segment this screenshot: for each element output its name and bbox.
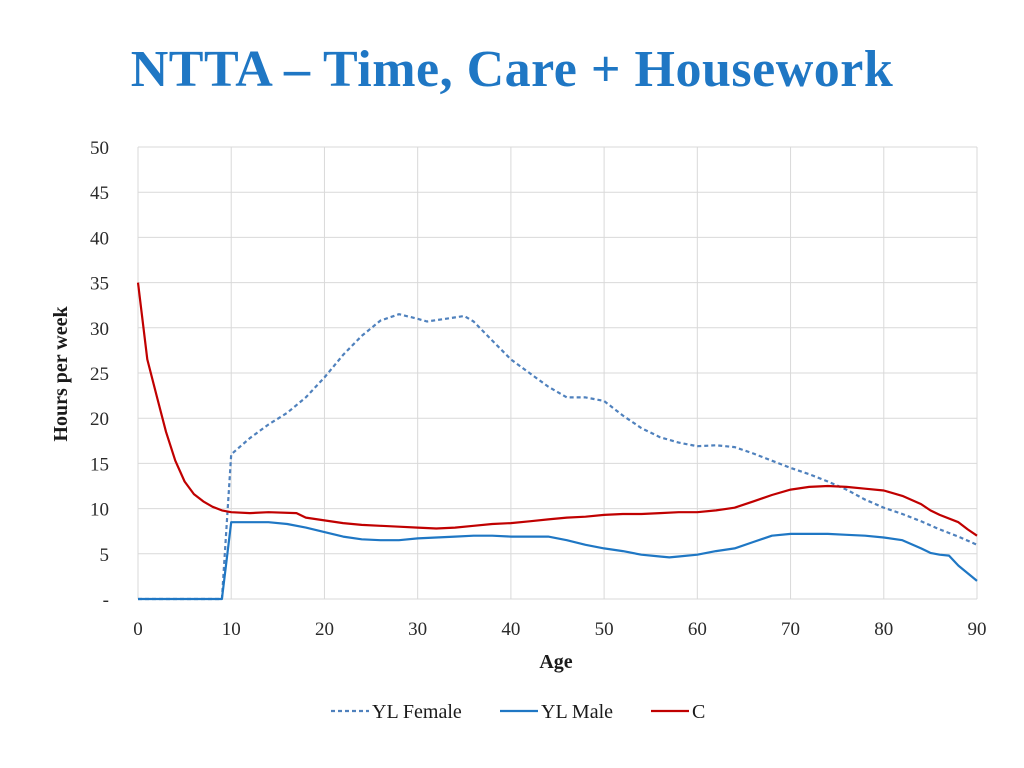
y-tick-label: 20	[90, 409, 109, 430]
y-tick-label: 15	[90, 454, 109, 475]
x-tick-label: 90	[968, 619, 987, 640]
y-tick-label: 45	[90, 183, 109, 204]
x-tick-label: 50	[595, 619, 614, 640]
legend-label-yl-male: YL Male	[541, 701, 613, 723]
slide-title: NTTA – Time, Care + Housework	[130, 41, 894, 98]
x-tick-label: 70	[781, 619, 800, 640]
legend-label-c: C	[692, 701, 705, 723]
x-tick-label: 80	[874, 619, 893, 640]
series-line-c	[136, 282, 978, 537]
y-tick-label: 50	[90, 138, 109, 159]
y-tick-label: -	[103, 590, 109, 611]
gridlines	[137, 146, 978, 600]
series-line-yl-male	[138, 521, 978, 601]
x-tick-label: 20	[315, 619, 334, 640]
legend-label-yl-female: YL Female	[372, 701, 462, 723]
x-axis-title: Age	[539, 651, 572, 673]
y-tick-label: 40	[90, 228, 109, 249]
y-tick-label: 35	[90, 274, 109, 295]
series-line-yl-female	[138, 313, 978, 601]
legend: YL Female YL Male C	[331, 701, 705, 723]
y-tick-label: 25	[90, 364, 109, 385]
x-tick-label: 10	[222, 619, 241, 640]
x-tick-label: 60	[688, 619, 707, 640]
x-tick-label: 0	[133, 619, 143, 640]
series-lines	[136, 282, 978, 601]
y-axis-title: Hours per week	[50, 306, 72, 442]
y-tick-label: 30	[90, 319, 109, 340]
y-axis-ticks: - 5 10 15 20 25 30 35 40 45 50	[90, 138, 109, 611]
y-tick-label: 5	[100, 545, 110, 566]
x-tick-label: 40	[501, 619, 520, 640]
x-axis-ticks: 0 10 20 30 40 50 60 70 80 90	[133, 619, 986, 640]
x-tick-label: 30	[408, 619, 427, 640]
y-tick-label: 10	[90, 500, 109, 521]
